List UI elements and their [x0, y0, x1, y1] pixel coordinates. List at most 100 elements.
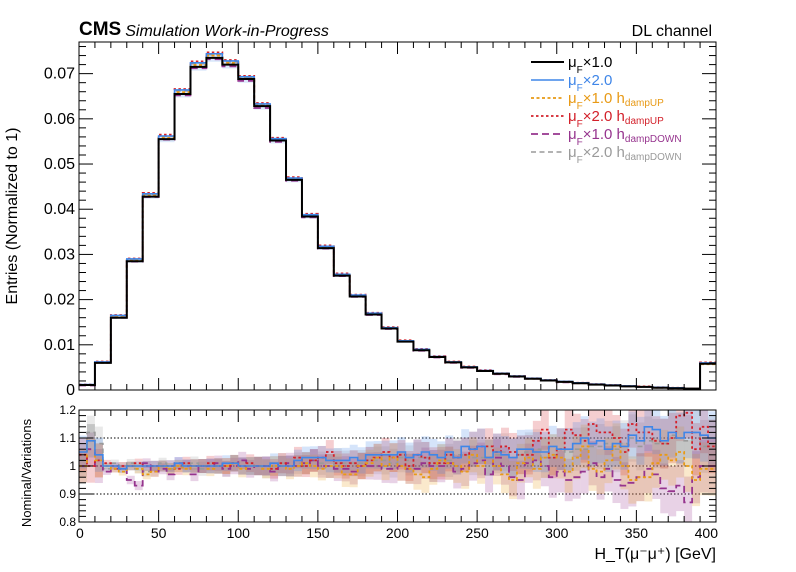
- ratio-band-muf2hddown: [453, 437, 462, 472]
- x-tick-label: 300: [545, 525, 569, 541]
- ratio-y-tick-label: 1.2: [59, 403, 76, 417]
- ratio-band-hddown: [556, 450, 565, 493]
- ratio-band-muf2hddown: [524, 432, 533, 472]
- x-tick-labels: 0 50 100 150 200 250 300 350 400: [76, 525, 718, 541]
- ratio-line-muf2: [79, 426, 716, 470]
- ratio-band-hdup: [660, 429, 669, 480]
- ratio-band-hddown: [94, 448, 103, 484]
- y-tick-label: 0.02: [44, 292, 75, 309]
- ratio-band-muf2hdup: [325, 440, 334, 464]
- ratio-band-muf2hdup: [644, 410, 653, 457]
- y-tick-label: 0.05: [44, 156, 75, 173]
- ratio-band-hddown: [477, 442, 486, 479]
- ratio-band-muf2hdup: [485, 428, 494, 465]
- ratio-band-muf2hdup: [540, 410, 549, 450]
- ratio-band-muf2hdup: [524, 435, 533, 475]
- ratio-band-hdup: [493, 447, 502, 485]
- ratio-band-hdup: [620, 442, 629, 490]
- ratio-band-hdup: [421, 461, 430, 493]
- ratio-band-hddown: [134, 481, 143, 491]
- legend-label-nominal: μF×1.0: [568, 54, 612, 76]
- ratio-band-hddown: [286, 452, 294, 474]
- ratio-band-muf2hdup: [333, 450, 342, 476]
- ratio-band-hdup: [206, 461, 215, 477]
- ratio-band-muf2hddown: [94, 426, 103, 461]
- ratio-band-hdup: [628, 456, 637, 504]
- ratio-band-hddown: [540, 445, 549, 487]
- ratio-band-hdup: [604, 437, 613, 484]
- ratio-band-hddown: [485, 456, 494, 493]
- x-tick-label: 150: [306, 525, 330, 541]
- x-tick-label: 250: [465, 525, 489, 541]
- ratio-band-muf2hdup: [684, 410, 693, 439]
- ratio-y-tick-label: 1.1: [59, 431, 76, 445]
- ratio-band-muf2hdup: [293, 446, 302, 469]
- ratio-band-hddown: [501, 447, 509, 485]
- y-tick-label: 0: [66, 382, 75, 399]
- ratio-band-muf2hdup: [134, 458, 143, 468]
- x-tick-label: 100: [227, 525, 251, 541]
- ratio-band-hddown: [230, 457, 239, 475]
- ratio-band-hdup: [262, 459, 271, 479]
- cms-label: CMS: [79, 19, 121, 40]
- ratio-band-muf2hddown: [142, 466, 151, 477]
- ratio-band-muf2hdup: [564, 410, 573, 451]
- ratio-band-muf2hdup: [588, 410, 597, 447]
- ratio-band-hddown: [469, 445, 478, 481]
- ratio-band-hddown: [373, 452, 382, 480]
- ratio-band-muf2hdup: [246, 454, 255, 473]
- legend-label-muf2hdup: μF×2.0 hdampUP: [568, 108, 664, 130]
- ratio-band-hdup: [429, 452, 438, 485]
- ratio-band-hdup: [461, 454, 470, 489]
- ratio-band-hdup: [652, 438, 661, 488]
- ratio-band-hddown: [222, 460, 231, 477]
- ratio-band-muf2: [684, 410, 693, 459]
- y-tick-label: 0.06: [44, 111, 75, 128]
- ratio-band-muf2hdup: [341, 453, 350, 479]
- ratio-y-tick-label: 1: [69, 459, 76, 473]
- ratio-band-hdup: [612, 423, 621, 470]
- legend-label-hddown: μF×1.0 hdampDOWN: [568, 126, 682, 148]
- ratio-line-muf2hddown: [79, 431, 716, 473]
- ratio-band-muf2hddown: [86, 415, 95, 450]
- ratio-band-muf2: [644, 410, 653, 452]
- ratio-band-muf2hdup: [636, 410, 645, 457]
- ratio-band-muf2hddown: [158, 457, 167, 469]
- ratio-panel-lines: [79, 411, 716, 504]
- ratio-band-hddown: [524, 443, 533, 483]
- ratio-band-muf2hddown: [684, 414, 693, 467]
- ratio-y-tick-labels: 0.8 0.9 1 1.1 1.2: [59, 403, 76, 529]
- y-tick-label: 0.04: [44, 201, 75, 218]
- ratio-band-muf2hddown: [405, 445, 414, 476]
- ratio-y-axis-label: Nominal/Variations: [19, 418, 34, 527]
- x-tick-label: 200: [386, 525, 410, 541]
- x-tick-label: 400: [695, 525, 719, 541]
- ratio-band-hddown: [461, 451, 470, 486]
- legend-label-muf2hddown: μF×2.0 hdampDOWN: [568, 144, 682, 166]
- ratio-band-hdup: [365, 449, 374, 477]
- ratio-band-hdup: [516, 443, 525, 483]
- ratio-y-tick-label: 0.9: [59, 487, 76, 501]
- ratio-band-hddown: [389, 454, 398, 484]
- ratio-band-muf2hddown: [365, 446, 374, 474]
- ratio-band-hdup: [700, 442, 709, 496]
- ratio-band-hdup: [644, 452, 653, 502]
- ratio-band-muf2hdup: [628, 410, 637, 448]
- ratio-band-muf2hdup: [612, 414, 621, 462]
- ratio-band-muf2hddown: [126, 458, 135, 468]
- ratio-band-hddown: [453, 454, 462, 489]
- ratio-band-muf2hdup: [604, 410, 613, 456]
- x-tick-label: 350: [625, 525, 649, 541]
- x-axis-label: H_T(μ⁻μ⁺) [GeV]: [594, 546, 716, 563]
- ratio-band-muf2hddown: [564, 430, 573, 474]
- ratio-band-muf2hdup: [365, 446, 374, 474]
- ratio-band-hddown: [317, 454, 326, 478]
- ratio-band-muf2hddown: [102, 465, 111, 473]
- channel-label: DL channel: [632, 23, 712, 40]
- ratio-band-muf2hddown: [262, 459, 271, 479]
- main-y-tick-labels: 0 0.01 0.02 0.03 0.04 0.05 0.06 0.07: [44, 66, 75, 399]
- ratio-band-muf2hdup: [437, 446, 446, 480]
- ratio-band-hdup: [349, 461, 358, 488]
